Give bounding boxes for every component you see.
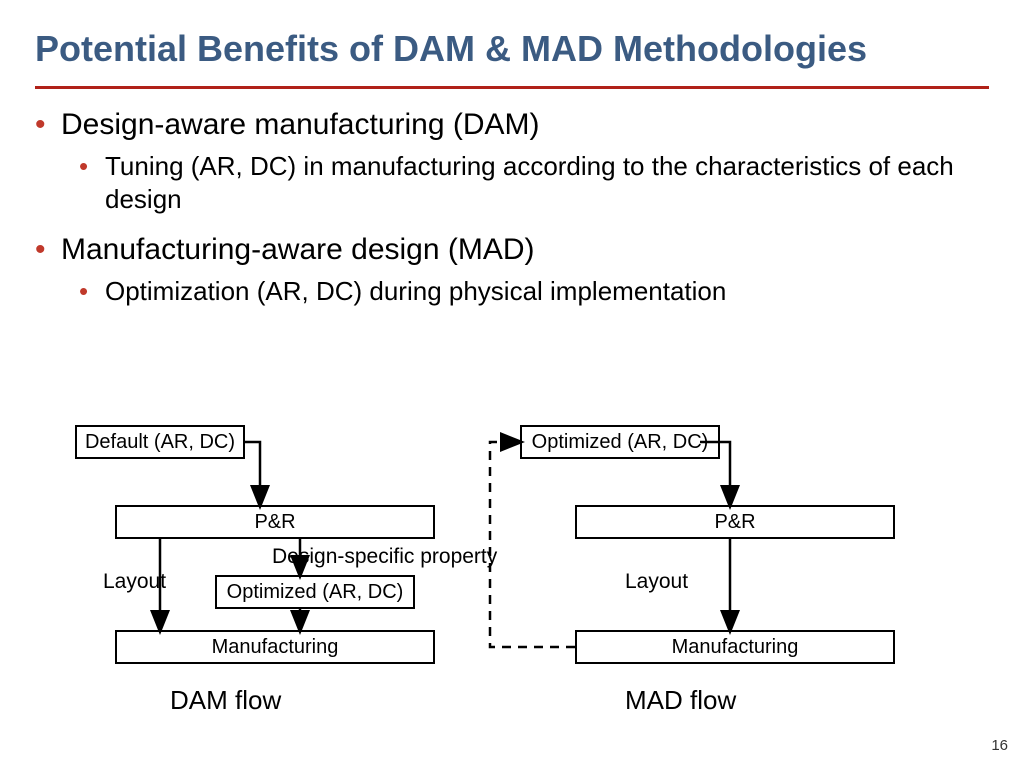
dam-optimized-box: Optimized (AR, DC) — [215, 575, 415, 609]
dam-manufacturing-box: Manufacturing — [115, 630, 435, 664]
bullet-dam: Design-aware manufacturing (DAM) — [35, 106, 989, 144]
dam-default-box: Default (AR, DC) — [75, 425, 245, 459]
dam-pr-box: P&R — [115, 505, 435, 539]
dam-design-label: Design-specific property — [272, 545, 497, 569]
bullet-mad: Manufacturing-aware design (MAD) — [35, 231, 989, 269]
page-number: 16 — [991, 737, 1008, 754]
dam-layout-label: Layout — [103, 570, 166, 594]
bullet-list: Design-aware manufacturing (DAM) Tuning … — [35, 98, 989, 322]
bullet-dam-sub: Tuning (AR, DC) in manufacturing accordi… — [79, 150, 989, 218]
mad-optimized-box: Optimized (AR, DC) — [520, 425, 720, 459]
mad-caption: MAD flow — [625, 685, 736, 716]
mad-pr-box: P&R — [575, 505, 895, 539]
slide-title: Potential Benefits of DAM & MAD Methodol… — [35, 28, 867, 70]
mad-layout-label: Layout — [625, 570, 688, 594]
bullet-mad-sub: Optimization (AR, DC) during physical im… — [79, 275, 989, 309]
title-rule — [35, 86, 989, 89]
mad-manufacturing-box: Manufacturing — [575, 630, 895, 664]
dam-caption: DAM flow — [170, 685, 281, 716]
